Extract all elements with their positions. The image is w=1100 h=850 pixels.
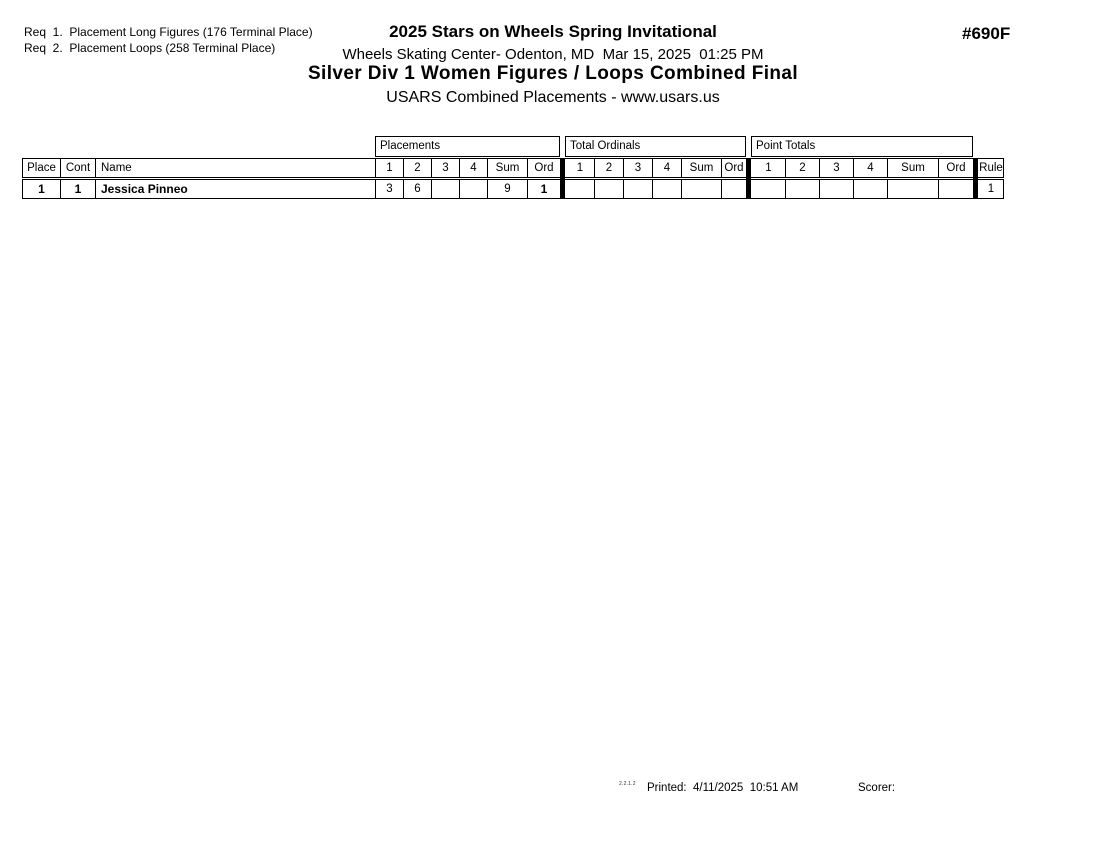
col-header-cont: Cont [61, 159, 96, 177]
cell-ordinals-1 [566, 180, 595, 198]
cell-place: 1 [23, 180, 61, 198]
group-divider-bar [746, 158, 751, 199]
printed-timestamp: Printed: 4/11/2025 10:51 AM [647, 782, 799, 794]
cell-placements-sum: 9 [488, 180, 528, 198]
col-header-rule: Rule [979, 162, 1003, 174]
cell-points-3 [820, 180, 854, 198]
col-header-points-sum: Sum [888, 159, 939, 177]
cell-placements-2: 6 [404, 180, 432, 198]
event-title: Silver Div 1 Women Figures / Loops Combi… [307, 63, 799, 84]
col-header-placements-1: 1 [376, 159, 404, 177]
col-header-ordinals-2: 2 [595, 159, 624, 177]
event-number: #690F [962, 24, 1011, 43]
software-version-text: 2.2.1.2 [619, 781, 636, 787]
cell-points-sum [888, 180, 939, 198]
col-header-ordinals-1: 1 [566, 159, 595, 177]
col-header-placements-2: 2 [404, 159, 432, 177]
scorer-label: Scorer: [858, 782, 896, 794]
cell-rule: 1 [987, 183, 995, 195]
requirement-line-1: Req 1. Placement Long Figures (176 Termi… [24, 25, 313, 39]
table-row: 1 1 Jessica Pinneo 3 6 9 1 1 [22, 179, 1004, 199]
group-divider-bar [560, 158, 565, 199]
col-header-ordinals-ord: Ord [722, 159, 747, 177]
cell-points-4 [854, 180, 888, 198]
cell-placements-ord: 1 [528, 180, 561, 198]
col-header-placements-4: 4 [460, 159, 488, 177]
cell-ordinals-4 [653, 180, 682, 198]
cell-ordinals-2 [595, 180, 624, 198]
cell-ordinals-sum [682, 180, 722, 198]
competition-title: 2025 Stars on Wheels Spring Invitational [389, 22, 717, 41]
cell-points-2 [786, 180, 820, 198]
cell-points-ord [939, 180, 974, 198]
group-divider-bar [973, 158, 978, 199]
cell-placements-1: 3 [376, 180, 404, 198]
col-header-points-1: 1 [752, 159, 786, 177]
requirement-line-2: Req 2. Placement Loops (258 Terminal Pla… [24, 41, 276, 55]
cell-ordinals-ord [722, 180, 747, 198]
col-header-placements-ord: Ord [528, 159, 561, 177]
col-header-points-2: 2 [786, 159, 820, 177]
col-header-placements-3: 3 [432, 159, 460, 177]
col-header-ordinals-sum: Sum [682, 159, 722, 177]
cell-placements-4 [460, 180, 488, 198]
cell-cont: 1 [61, 180, 96, 198]
venue-date-line: Wheels Skating Center- Odenton, MD Mar 1… [342, 46, 764, 63]
cell-name: Jessica Pinneo [96, 180, 376, 198]
col-header-placements-sum: Sum [488, 159, 528, 177]
col-header-ordinals-4: 4 [653, 159, 682, 177]
group-header-placements: Placements [375, 136, 560, 157]
col-header-name: Name [96, 159, 376, 177]
group-header-total-ordinals: Total Ordinals [565, 136, 746, 157]
placements-subtitle: USARS Combined Placements - www.usars.us [386, 89, 720, 106]
col-header-place: Place [23, 159, 61, 177]
col-header-points-ord: Ord [939, 159, 974, 177]
cell-points-1 [752, 180, 786, 198]
col-header-points-3: 3 [820, 159, 854, 177]
group-header-point-totals: Point Totals [751, 136, 973, 157]
col-header-points-4: 4 [854, 159, 888, 177]
table-header-row: Place Cont Name 1 2 3 4 Sum Ord 1 2 3 4 Sum Ord 1 2 3 4 Sum… [22, 158, 1004, 178]
col-header-ordinals-3: 3 [624, 159, 653, 177]
cell-placements-3 [432, 180, 460, 198]
cell-ordinals-3 [624, 180, 653, 198]
